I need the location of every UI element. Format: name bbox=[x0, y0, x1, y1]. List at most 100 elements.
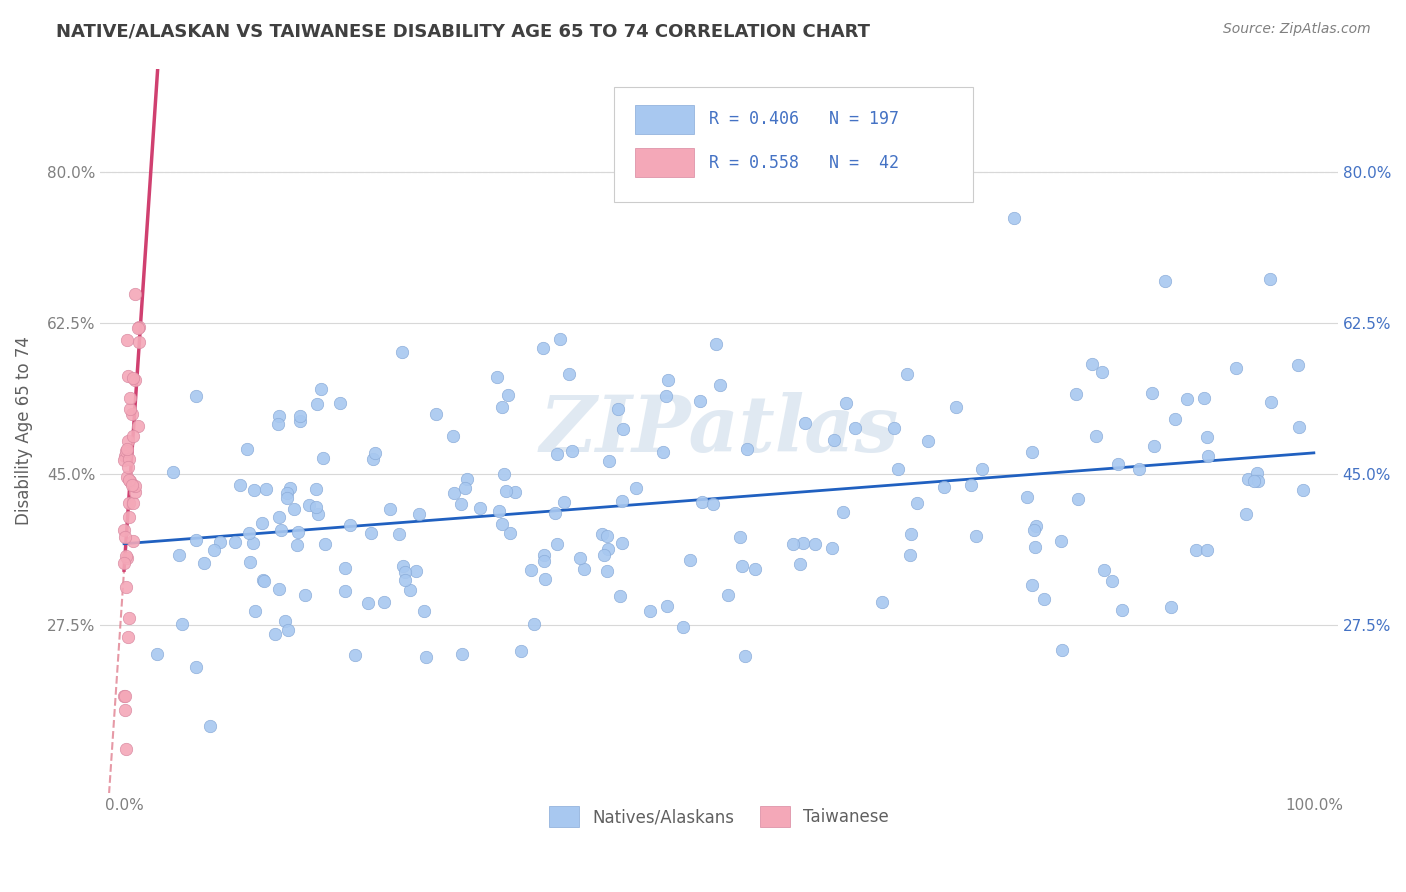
Point bbox=[1092, 563, 1115, 577]
Point bbox=[1260, 395, 1282, 409]
Point bbox=[803, 537, 825, 551]
Point bbox=[288, 414, 311, 428]
Point bbox=[652, 445, 675, 459]
Point bbox=[454, 481, 477, 495]
Point bbox=[339, 518, 361, 533]
Point bbox=[408, 507, 430, 521]
Point bbox=[1024, 540, 1046, 554]
Point bbox=[598, 541, 620, 556]
Point bbox=[1154, 274, 1177, 288]
Point bbox=[609, 589, 631, 603]
Point bbox=[1107, 458, 1129, 472]
Point bbox=[441, 429, 464, 443]
Point bbox=[450, 497, 472, 511]
Point bbox=[572, 562, 595, 576]
Point bbox=[373, 595, 395, 609]
Point bbox=[167, 549, 190, 563]
Point bbox=[1288, 419, 1310, 434]
Point bbox=[1175, 392, 1198, 407]
Point bbox=[534, 572, 557, 586]
Point bbox=[121, 534, 143, 549]
Point bbox=[898, 548, 921, 562]
Text: R = 0.558   N =  42: R = 0.558 N = 42 bbox=[709, 153, 898, 171]
Point bbox=[1192, 391, 1215, 405]
Point bbox=[491, 517, 513, 532]
Point bbox=[117, 460, 139, 475]
Point bbox=[945, 400, 967, 414]
Point bbox=[117, 630, 139, 644]
Point bbox=[287, 538, 309, 552]
Point bbox=[267, 417, 290, 432]
Point bbox=[1164, 412, 1187, 426]
Point bbox=[533, 549, 555, 563]
Point bbox=[311, 382, 333, 396]
Point bbox=[970, 462, 993, 476]
Point bbox=[702, 497, 724, 511]
Point bbox=[391, 345, 413, 359]
Point bbox=[415, 649, 437, 664]
Point bbox=[593, 548, 616, 562]
Point bbox=[905, 496, 928, 510]
Point bbox=[198, 719, 221, 733]
Point bbox=[236, 442, 259, 457]
Point bbox=[872, 595, 894, 609]
Point bbox=[690, 495, 713, 509]
Text: ZIPatlas: ZIPatlas bbox=[540, 392, 898, 469]
Point bbox=[1246, 466, 1268, 480]
Point bbox=[1050, 533, 1073, 548]
Point bbox=[115, 551, 138, 566]
Point bbox=[122, 429, 145, 443]
Point bbox=[657, 373, 679, 387]
Point bbox=[184, 389, 207, 403]
Point bbox=[250, 516, 273, 530]
Point bbox=[612, 421, 634, 435]
Point bbox=[612, 536, 634, 550]
Point bbox=[252, 573, 274, 587]
Point bbox=[242, 536, 264, 550]
Point bbox=[1015, 491, 1038, 505]
Point bbox=[1021, 445, 1043, 459]
Point bbox=[267, 510, 290, 524]
Point bbox=[734, 649, 756, 664]
Point bbox=[364, 446, 387, 460]
Point bbox=[128, 335, 150, 350]
Point bbox=[1225, 360, 1247, 375]
Point bbox=[626, 481, 648, 495]
Point bbox=[558, 368, 581, 382]
Point bbox=[270, 523, 292, 537]
Point bbox=[267, 409, 290, 423]
Point bbox=[523, 617, 546, 632]
Point bbox=[277, 623, 299, 637]
Point bbox=[553, 495, 575, 509]
Point bbox=[1128, 462, 1150, 476]
Point bbox=[124, 286, 146, 301]
Point bbox=[595, 564, 617, 578]
Point bbox=[793, 417, 815, 431]
Point bbox=[655, 599, 678, 613]
Point bbox=[224, 535, 246, 549]
Point bbox=[112, 452, 135, 467]
Point bbox=[451, 647, 474, 661]
Point bbox=[789, 558, 811, 572]
Point bbox=[569, 551, 592, 566]
Point bbox=[121, 478, 143, 492]
Point bbox=[456, 472, 478, 486]
Point bbox=[278, 481, 301, 495]
Point bbox=[1184, 543, 1206, 558]
Point bbox=[115, 741, 138, 756]
Point bbox=[118, 510, 141, 524]
Point bbox=[124, 484, 146, 499]
Point bbox=[1091, 365, 1114, 379]
Point bbox=[544, 506, 567, 520]
Point bbox=[509, 644, 531, 658]
Point bbox=[112, 557, 135, 571]
Point bbox=[253, 574, 276, 589]
Point bbox=[146, 647, 169, 661]
Point bbox=[1160, 599, 1182, 614]
Point bbox=[394, 565, 416, 579]
Point bbox=[735, 442, 758, 457]
Point bbox=[491, 400, 513, 414]
Point bbox=[638, 604, 661, 618]
Point bbox=[120, 474, 142, 488]
Point bbox=[1258, 271, 1281, 285]
